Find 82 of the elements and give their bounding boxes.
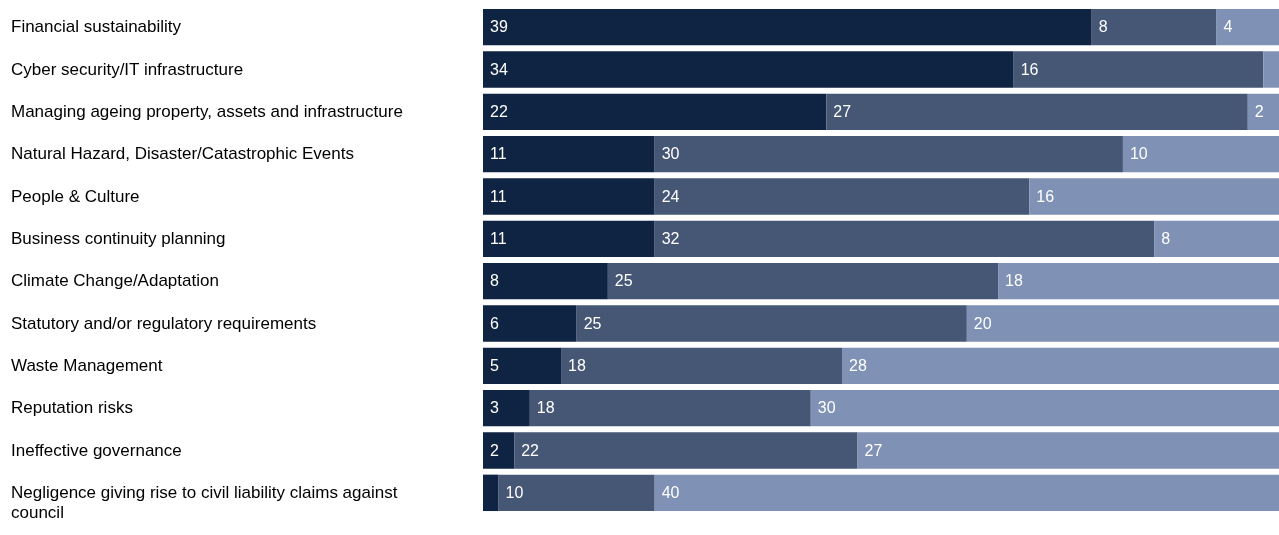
bar [1029,178,1279,215]
y-tick-label: Financial sustainability [11,17,182,37]
data-label: 22 [521,441,540,459]
bar [966,305,1279,342]
bar [1122,135,1279,173]
data-label: 32 [661,229,680,247]
bar [1013,51,1264,88]
y-tick-label: Climate Change/Adaptation [11,271,219,291]
data-label: 2 [1254,102,1264,120]
data-label: 18 [568,356,586,374]
bar [654,135,1123,173]
data-label: 18 [1005,272,1023,290]
bar [483,347,562,385]
data-label: 28 [848,356,867,374]
bar [654,178,1030,215]
y-tick-label: Negligence giving rise to civil liability claims against council [11,482,398,522]
data-label: 11 [490,229,507,247]
bar [483,135,655,173]
bar [529,389,811,427]
bar [561,347,842,385]
bar [1091,8,1217,46]
data-label: 30 [817,399,836,417]
y-tick-label: Managing ageing property, assets and infrastructure [11,101,403,121]
data-label: 11 [490,187,507,205]
data-label: 16 [1036,187,1055,205]
y-tick-label: Ineffective governance [11,440,182,460]
data-label: 18 [536,399,555,417]
data-label: 2 [490,441,499,459]
data-label: 27 [833,102,852,120]
bar [483,93,827,131]
data-label: 8 [1098,18,1108,36]
y-tick-label: Business continuity planning [11,228,226,248]
y-tick-label: Statutory and/or regulatory requirements [11,313,317,333]
bar [857,432,1279,469]
data-label: 5 [490,356,499,374]
data-label: 6 [490,314,499,332]
bar [498,474,655,512]
bar [998,262,1279,300]
bar [1216,8,1279,46]
bar [483,220,655,258]
bar [810,389,1279,427]
data-label: 25 [583,314,602,332]
bar [1154,220,1279,258]
bar [483,305,577,342]
y-tick-label: Reputation risks [11,398,133,418]
data-label: 3 [490,399,499,417]
data-label: 25 [614,272,633,290]
data-label: 8 [490,272,499,290]
y-tick-label: Cyber security/IT infrastructure [11,59,244,79]
bar [607,262,999,300]
data-label: 16 [1020,60,1039,78]
y-tick-label: Waste Management [11,355,163,375]
bar [483,262,608,300]
data-label: 40 [661,483,680,501]
bar [826,93,1248,131]
data-label: 24 [661,187,680,205]
bar [1247,93,1279,131]
data-label: 39 [490,18,508,36]
y-tick-label: Natural Hazard, Disaster/Catastrophic Events [11,144,354,164]
y-tick-label: People & Culture [11,186,140,206]
bar [654,220,1155,258]
data-label: 22 [490,102,508,120]
data-label: 8 [1161,229,1171,247]
data-label: 20 [973,314,992,332]
data-label: 30 [661,145,680,163]
data-label: 4 [1223,18,1233,36]
data-label: 34 [490,60,508,78]
bar [576,305,967,342]
bar [514,432,858,469]
bar [483,432,515,469]
bar [483,389,530,427]
data-label: 10 [505,483,524,501]
data-label: 11 [490,145,507,163]
data-label: 27 [864,441,883,459]
bar [654,474,1279,512]
bar [483,51,1014,88]
bar [1263,51,1279,88]
data-label: 10 [1129,145,1148,163]
bar [483,8,1092,46]
bar [483,178,655,215]
bar [841,347,1279,385]
bar [483,474,499,512]
